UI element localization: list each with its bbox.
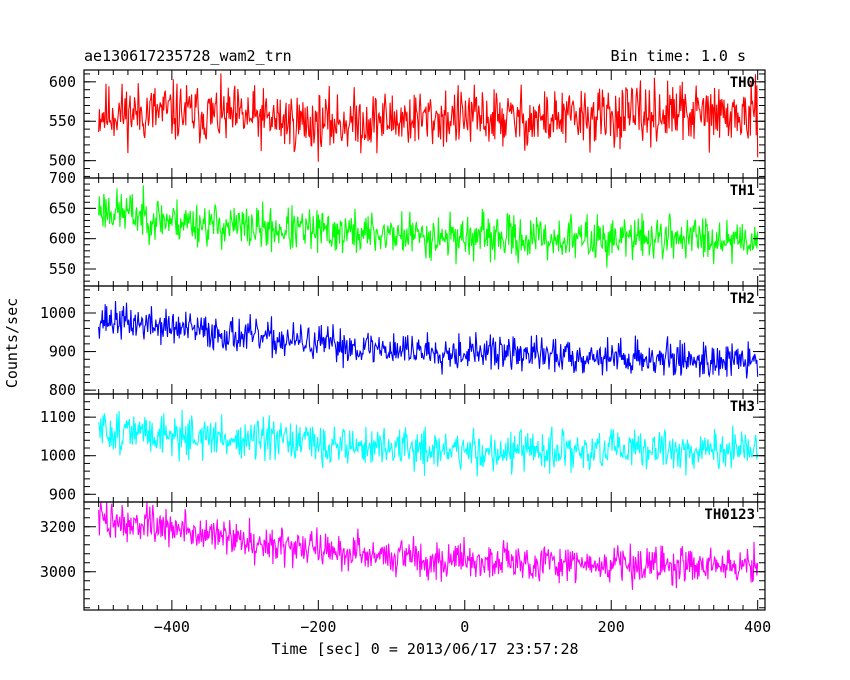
y-tick-label: 900 <box>49 343 76 361</box>
panel-th3: 900 1000 1100 TH3 <box>40 393 766 503</box>
y-tick-label: 600 <box>49 230 76 248</box>
y-tick-label: 3200 <box>40 518 76 536</box>
y-tick-label: 600 <box>49 73 76 91</box>
y-tick-label: 1000 <box>40 447 76 465</box>
y-tick-label: 500 <box>49 152 76 170</box>
panel-label-th3: TH3 <box>730 399 755 415</box>
x-tick-label: −200 <box>300 618 336 636</box>
panel-frame <box>83 501 766 611</box>
y-tick-label: 650 <box>49 199 76 217</box>
series-th1 <box>98 185 759 268</box>
y-tick-label: 550 <box>49 260 76 278</box>
chart-title: ae130617235728_wam2_trn <box>84 47 292 65</box>
panel-label-th0123: TH0123 <box>704 507 755 523</box>
panel-frame <box>83 285 766 395</box>
series-th3 <box>98 409 759 477</box>
series-th0123 <box>98 502 759 590</box>
y-tick-label: 900 <box>49 485 76 503</box>
y-tick-label: 700 <box>49 169 76 187</box>
y-tick-label: 800 <box>49 381 76 399</box>
x-axis: −400 −200 0 200 400 <box>154 618 771 636</box>
x-tick-label: 400 <box>744 618 771 636</box>
y-tick-label: 1100 <box>40 408 76 426</box>
panel-th0: 500 550 600 TH0 <box>49 69 766 179</box>
panel-th1: 550 600 650 700 TH1 <box>49 169 766 287</box>
panels-group: 500 550 600 TH0 550 600 650 700 TH1 800 900 1000 TH2… <box>40 69 766 611</box>
y-tick-label: 550 <box>49 112 76 130</box>
panel-th2: 800 900 1000 TH2 <box>40 285 766 399</box>
panel-label-th1: TH1 <box>730 183 755 199</box>
panel-label-th0: TH0 <box>730 75 755 91</box>
panel-th0123: 3000 3200 TH0123 <box>40 501 766 611</box>
x-tick-label: 0 <box>460 618 469 636</box>
panel-label-th2: TH2 <box>730 291 755 307</box>
series-th2 <box>98 300 759 379</box>
x-tick-label: 200 <box>598 618 625 636</box>
x-tick-label: −400 <box>154 618 190 636</box>
series-th0 <box>98 73 759 162</box>
x-axis-title: Time [sec] 0 = 2013/06/17 23:57:28 <box>271 640 578 658</box>
panel-frame <box>83 177 766 287</box>
y-axis-title: Counts/sec <box>3 298 21 388</box>
y-tick-label: 3000 <box>40 563 76 581</box>
bin-time-label: Bin time: 1.0 s <box>611 47 746 65</box>
y-tick-label: 1000 <box>40 304 76 322</box>
